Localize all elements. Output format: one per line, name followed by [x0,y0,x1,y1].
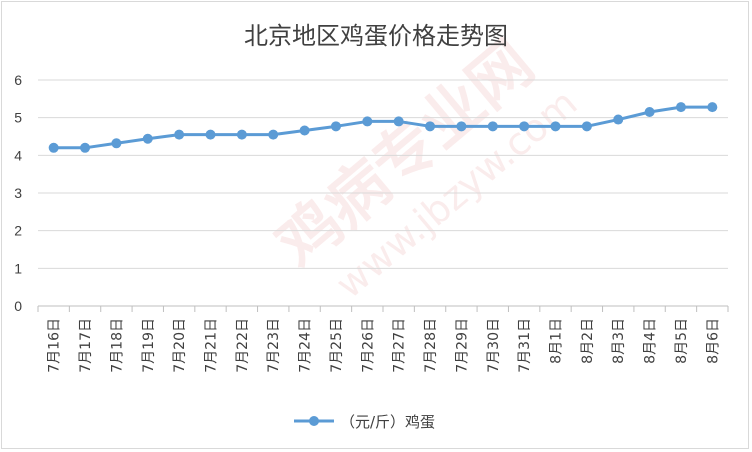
data-point [644,107,655,118]
chart-title: 北京地区鸡蛋价格走势图 [244,22,508,50]
x-tick-label: 7月25日 [329,318,345,373]
data-point [707,102,718,113]
data-point [205,129,216,140]
y-tick-label: 3 [14,185,22,201]
x-tick-label: 7月20日 [172,318,188,373]
data-point [675,102,686,113]
legend-marker [309,416,319,426]
x-tick-label: 8月5日 [674,318,690,364]
y-tick-label: 6 [14,72,22,88]
data-point [299,125,310,136]
x-tick-label: 7月28日 [423,318,439,373]
data-point [362,116,373,127]
x-tick-label: 7月27日 [392,318,408,373]
x-tick-label: 8月6日 [705,318,721,364]
data-point [550,121,561,132]
y-axis-ticks: 0 1 2 3 4 5 6 [14,72,22,314]
data-point [330,121,341,132]
data-point [80,142,91,153]
watermark: 鸡病专业网 www.jbzyw.com [263,26,586,307]
series-line [53,105,713,150]
data-point [111,138,122,149]
x-tick-label: 8月1日 [549,318,565,364]
x-tick-label: 7月16日 [47,318,63,373]
x-tick-label: 8月2日 [580,318,596,364]
y-tick-label: 4 [14,147,22,163]
x-tick-label: 7月29日 [454,318,470,373]
data-point [142,133,153,144]
x-tick-label: 7月18日 [109,318,125,373]
y-tick-label: 0 [14,298,22,314]
legend: （元/斤）鸡蛋 [294,413,435,431]
x-tick-label: 7月19日 [141,318,157,373]
x-tick-label: 7月21日 [204,318,220,373]
x-tick-label: 7月31日 [517,318,533,373]
x-tick-label: 7月17日 [78,318,94,373]
data-point [613,114,624,125]
y-tick-label: 2 [14,223,22,239]
data-point [456,121,467,132]
x-axis-ticks: 7月16日 7月17日 7月18日 7月19日 7月20日 7月21日 7月22日 7月23日… [47,318,722,373]
x-tick-label: 7月30日 [486,318,502,373]
data-point [487,121,498,132]
y-tick-label: 1 [14,260,22,276]
gridlines [37,79,729,312]
data-point [268,129,279,140]
data-point [519,121,530,132]
x-tick-label: 7月23日 [266,318,282,373]
data-point [581,121,592,132]
data-point [393,116,404,127]
legend-label: （元/斤）鸡蛋 [340,413,435,431]
x-tick-label: 7月22日 [235,318,251,373]
data-point [236,129,247,140]
data-point [48,142,59,153]
x-tick-label: 7月26日 [360,318,376,373]
x-tick-label: 8月3日 [611,318,627,364]
data-point [425,121,436,132]
x-tick-label: 7月24日 [298,318,314,373]
x-tick-label: 8月4日 [643,318,659,364]
series-line-group [48,102,718,153]
data-point [174,129,185,140]
y-tick-label: 5 [14,110,22,126]
